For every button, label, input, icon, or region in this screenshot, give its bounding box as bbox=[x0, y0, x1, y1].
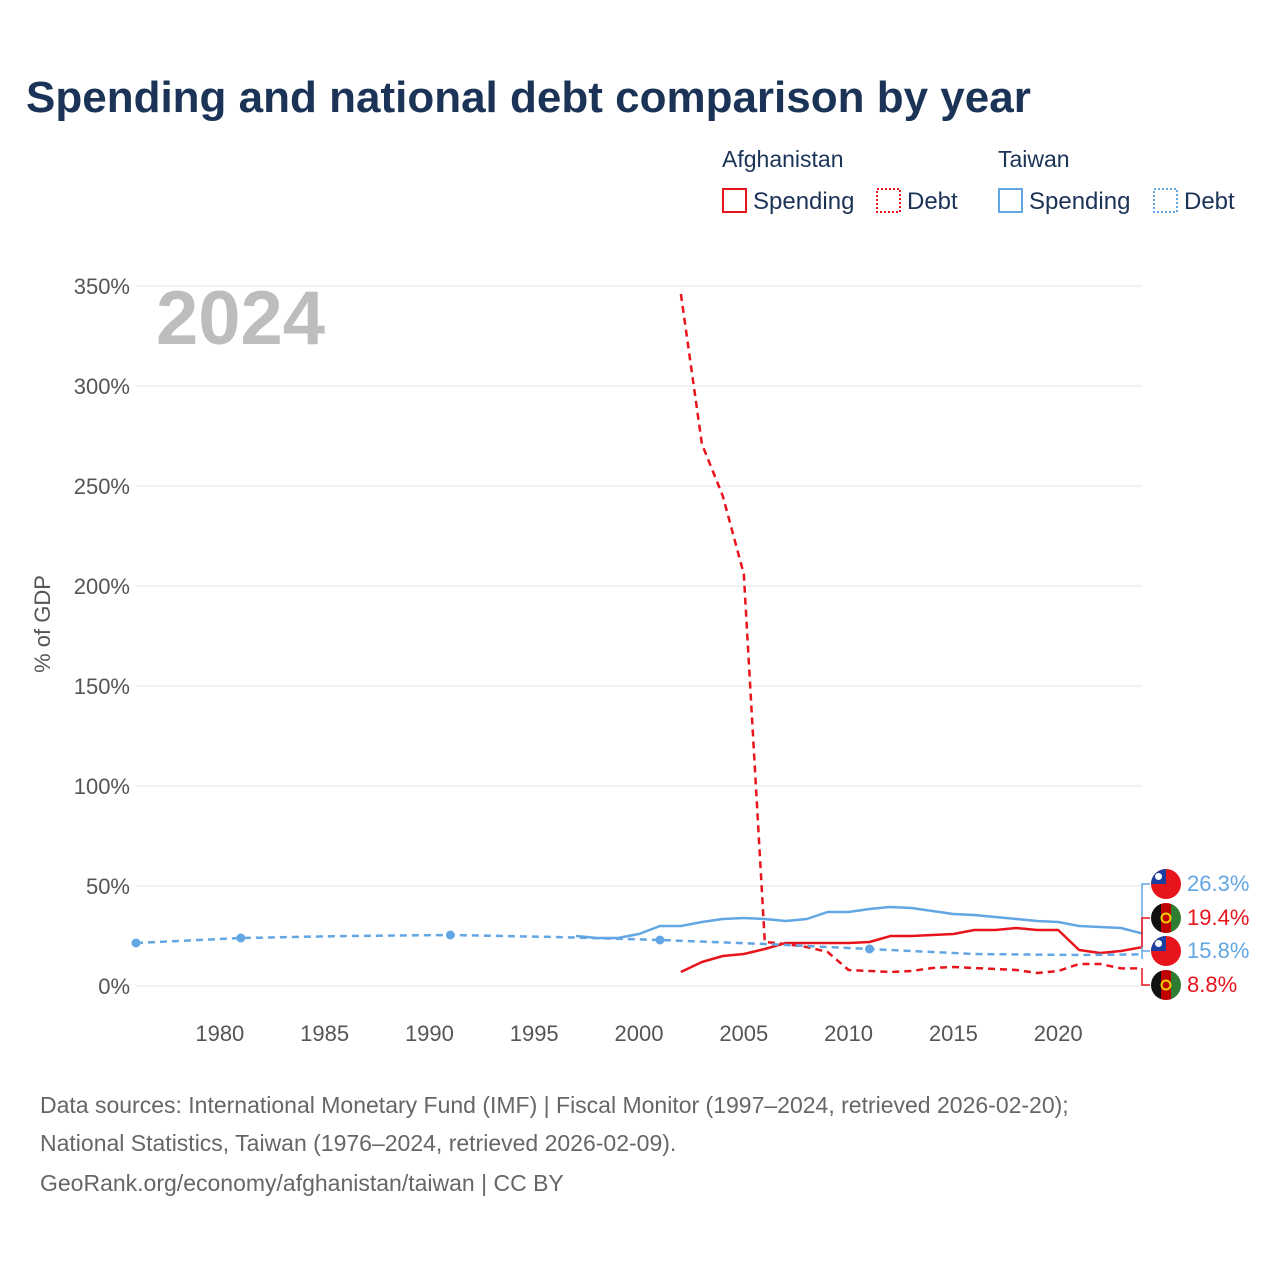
y-tick-label: 150% bbox=[74, 674, 130, 699]
legend-group-afghanistan: Afghanistan bbox=[722, 146, 843, 172]
footer-sources-line1: Data sources: International Monetary Fun… bbox=[40, 1092, 1069, 1118]
taiwan-spending-line bbox=[576, 907, 1142, 938]
taiwan-debt-point bbox=[865, 945, 874, 954]
end-label-afghanistan-debt: 8.8% bbox=[1187, 972, 1237, 997]
y-tick-label: 0% bbox=[98, 974, 130, 999]
legend-label-afghanistan-spending: Spending bbox=[753, 188, 854, 215]
x-axis-ticks: 1980 1985 1990 1995 2000 2005 2010 2015 2020 bbox=[195, 1021, 1082, 1046]
x-tick-label: 2020 bbox=[1034, 1021, 1083, 1046]
afghanistan-debt-line bbox=[681, 294, 1142, 973]
x-tick-label: 1995 bbox=[510, 1021, 559, 1046]
y-tick-label: 250% bbox=[74, 474, 130, 499]
y-tick-label: 200% bbox=[74, 574, 130, 599]
legend-label-afghanistan-debt: Debt bbox=[907, 188, 958, 215]
legend-swatch-afghanistan-debt bbox=[877, 189, 900, 212]
taiwan-flag-icon bbox=[1151, 936, 1181, 966]
legend-swatch-afghanistan-spending bbox=[723, 189, 746, 212]
chart-canvas: Spending and national debt comparison by… bbox=[0, 0, 1280, 1280]
y-axis-ticks: 0% 50% 100% 150% 200% 250% 300% 350% bbox=[74, 274, 130, 999]
taiwan-flag-icon bbox=[1151, 869, 1181, 899]
x-tick-label: 1990 bbox=[405, 1021, 454, 1046]
legend: Afghanistan Spending Debt Taiwan Spendin… bbox=[722, 146, 1235, 215]
x-tick-label: 2010 bbox=[824, 1021, 873, 1046]
y-axis-title: % of GDP bbox=[30, 575, 55, 673]
legend-group-taiwan: Taiwan bbox=[998, 146, 1070, 172]
end-label-afghanistan-spending: 19.4% bbox=[1187, 905, 1249, 930]
taiwan-debt-line bbox=[136, 935, 1142, 955]
legend-label-taiwan-spending: Spending bbox=[1029, 188, 1130, 215]
legend-label-taiwan-debt: Debt bbox=[1184, 188, 1235, 215]
x-tick-label: 1985 bbox=[300, 1021, 349, 1046]
x-tick-label: 2000 bbox=[615, 1021, 664, 1046]
year-watermark: 2024 bbox=[156, 276, 325, 361]
x-tick-label: 2005 bbox=[719, 1021, 768, 1046]
series-layer bbox=[132, 294, 1143, 973]
footer-sources-line2: National Statistics, Taiwan (1976–2024, … bbox=[40, 1130, 676, 1156]
y-tick-label: 50% bbox=[86, 874, 130, 899]
taiwan-debt-point bbox=[446, 931, 455, 940]
y-tick-label: 300% bbox=[74, 374, 130, 399]
afghanistan-flag-icon bbox=[1151, 970, 1181, 1000]
end-label-taiwan-spending: 26.3% bbox=[1187, 871, 1249, 896]
legend-swatch-taiwan-debt bbox=[1154, 189, 1177, 212]
taiwan-debt-point bbox=[236, 934, 245, 943]
y-tick-label: 100% bbox=[74, 774, 130, 799]
taiwan-debt-point bbox=[132, 939, 141, 948]
y-tick-label: 350% bbox=[74, 274, 130, 299]
end-label-taiwan-debt: 15.8% bbox=[1187, 938, 1249, 963]
afghanistan-flag-icon bbox=[1151, 903, 1181, 933]
taiwan-debt-point bbox=[655, 936, 664, 945]
legend-swatch-taiwan-spending bbox=[999, 189, 1022, 212]
footer-attribution: GeoRank.org/economy/afghanistan/taiwan |… bbox=[40, 1170, 564, 1196]
taiwan-end-connector bbox=[1142, 884, 1150, 959]
end-label-connectors bbox=[1142, 884, 1150, 985]
x-tick-label: 2015 bbox=[929, 1021, 978, 1046]
chart-title: Spending and national debt comparison by… bbox=[26, 73, 1031, 122]
x-tick-label: 1980 bbox=[195, 1021, 244, 1046]
gridlines bbox=[136, 286, 1142, 986]
